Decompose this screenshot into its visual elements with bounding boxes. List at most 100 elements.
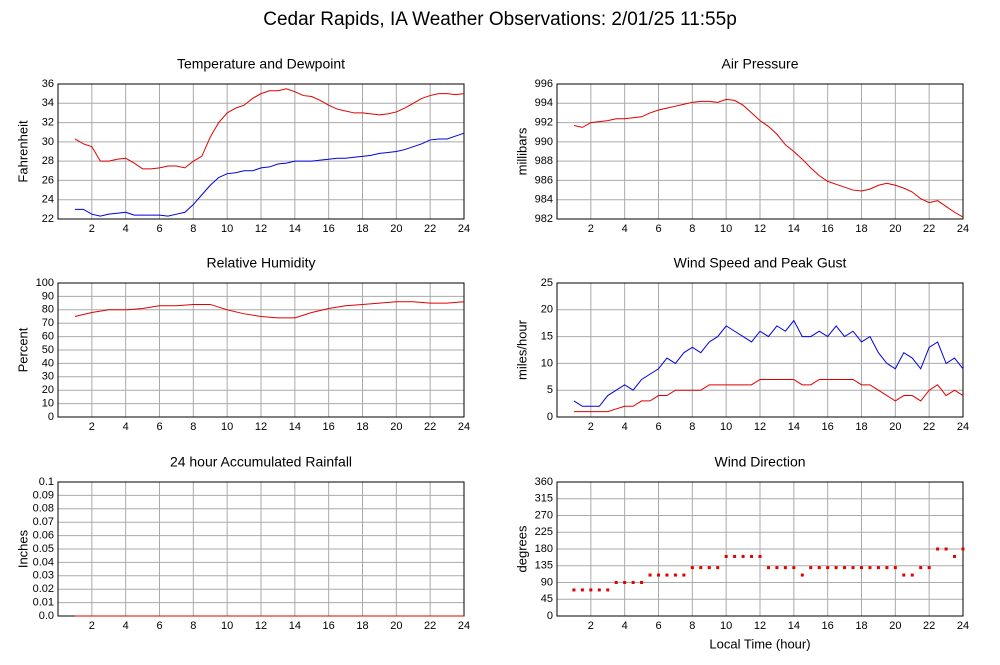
y-tick-label: 984 [535, 194, 553, 206]
x-tick-label: 24 [458, 421, 470, 433]
plot-frame [556, 83, 964, 220]
x-tick-label: 8 [190, 620, 196, 632]
y-tick-label: 270 [535, 509, 553, 521]
y-tick-label: 982 [535, 213, 553, 225]
data-point [944, 547, 948, 551]
x-tick-label: 4 [123, 620, 129, 632]
x-tick-label: 2 [89, 421, 95, 433]
y-tick-label: 90 [42, 290, 54, 302]
x-tick-label: 6 [156, 620, 162, 632]
data-point [809, 566, 813, 570]
data-line [573, 319, 964, 407]
x-tick-label: 12 [754, 421, 766, 433]
y-tick-label: 0.08 [33, 503, 54, 515]
x-tick-label: 16 [323, 223, 335, 235]
y-tick-label: 0.09 [33, 489, 54, 501]
x-tick-label: 6 [655, 421, 661, 433]
x-tick-label: 20 [390, 620, 402, 632]
x-tick-label: 10 [720, 223, 732, 235]
x-tick-label: 14 [788, 223, 800, 235]
x-tick-label: 6 [156, 223, 162, 235]
x-tick-label: 8 [689, 421, 695, 433]
data-point [775, 566, 779, 570]
x-tick-label: 6 [655, 223, 661, 235]
y-axis-label: miles/hour [514, 319, 529, 380]
x-tick-label: 14 [289, 421, 301, 433]
x-tick-label: 2 [588, 620, 594, 632]
data-line [74, 301, 465, 319]
x-tick-label: 22 [923, 223, 935, 235]
data-point [572, 588, 576, 592]
y-axis-label: millibars [514, 127, 529, 175]
data-point [589, 588, 593, 592]
x-tick-label: 8 [190, 421, 196, 433]
chart-title: Wind Speed and Peak Gust [674, 255, 847, 271]
data-point [741, 554, 745, 558]
data-point [953, 554, 957, 558]
data-point [860, 566, 863, 570]
x-tick-label: 6 [156, 421, 162, 433]
x-tick-label: 20 [889, 421, 901, 433]
y-tick-label: 180 [535, 543, 553, 555]
y-tick-label: 988 [535, 155, 553, 167]
y-tick-label: 5 [547, 384, 553, 396]
data-point [699, 566, 703, 570]
y-tick-label: 30 [42, 136, 54, 148]
x-tick-label: 14 [788, 620, 800, 632]
y-tick-label: 990 [535, 136, 553, 148]
x-tick-label: 8 [190, 223, 196, 235]
y-tick-label: 992 [535, 116, 553, 128]
x-tick-label: 4 [123, 421, 129, 433]
data-point [682, 573, 686, 577]
data-point [750, 554, 754, 558]
x-tick-label: 12 [255, 223, 267, 235]
y-tick-label: 0.1 [39, 476, 54, 488]
data-point [961, 547, 965, 551]
y-tick-label: 0 [547, 610, 553, 622]
data-point [851, 566, 855, 570]
y-tick-label: 0.01 [33, 597, 54, 609]
x-tick-label: 2 [588, 223, 594, 235]
x-tick-label: 16 [822, 421, 834, 433]
y-tick-label: 50 [42, 344, 54, 356]
plot-frame [57, 282, 465, 418]
x-tick-label: 10 [221, 223, 233, 235]
data-point [614, 581, 618, 584]
x-tick-label: 24 [957, 223, 969, 235]
y-tick-label: 0 [547, 411, 553, 423]
x-tick-label: 4 [622, 223, 628, 235]
x-tick-label: 20 [390, 223, 402, 235]
y-tick-label: 30 [42, 371, 54, 383]
data-point [876, 566, 880, 570]
x-tick-label: 10 [221, 421, 233, 433]
data-point [910, 573, 914, 577]
data-point [919, 566, 923, 570]
y-tick-label: 0.02 [33, 583, 54, 595]
y-tick-label: 20 [42, 384, 54, 396]
y-tick-label: 986 [535, 174, 553, 186]
y-tick-label: 10 [42, 398, 54, 410]
x-tick-label: 2 [89, 223, 95, 235]
data-point [800, 573, 804, 577]
y-tick-label: 28 [42, 155, 54, 167]
y-tick-label: 90 [541, 576, 553, 588]
chart-title: Air Pressure [721, 56, 798, 72]
data-point [927, 566, 931, 570]
x-tick-label: 14 [289, 620, 301, 632]
data-point [834, 566, 838, 570]
data-point [792, 566, 796, 570]
y-axis-label: Inches [15, 529, 30, 568]
y-tick-label: 20 [541, 304, 553, 316]
y-tick-label: 135 [535, 560, 553, 572]
y-axis-label: degrees [514, 525, 529, 572]
data-point [716, 566, 720, 570]
chart-title: 24 hour Accumulated Rainfall [170, 454, 352, 470]
x-tick-label: 16 [323, 620, 335, 632]
y-tick-label: 0.06 [33, 530, 54, 542]
data-point [766, 566, 770, 570]
data-point [758, 554, 762, 558]
data-point [885, 566, 889, 570]
data-point [665, 573, 669, 577]
y-tick-label: 80 [42, 304, 54, 316]
data-line [74, 88, 465, 170]
